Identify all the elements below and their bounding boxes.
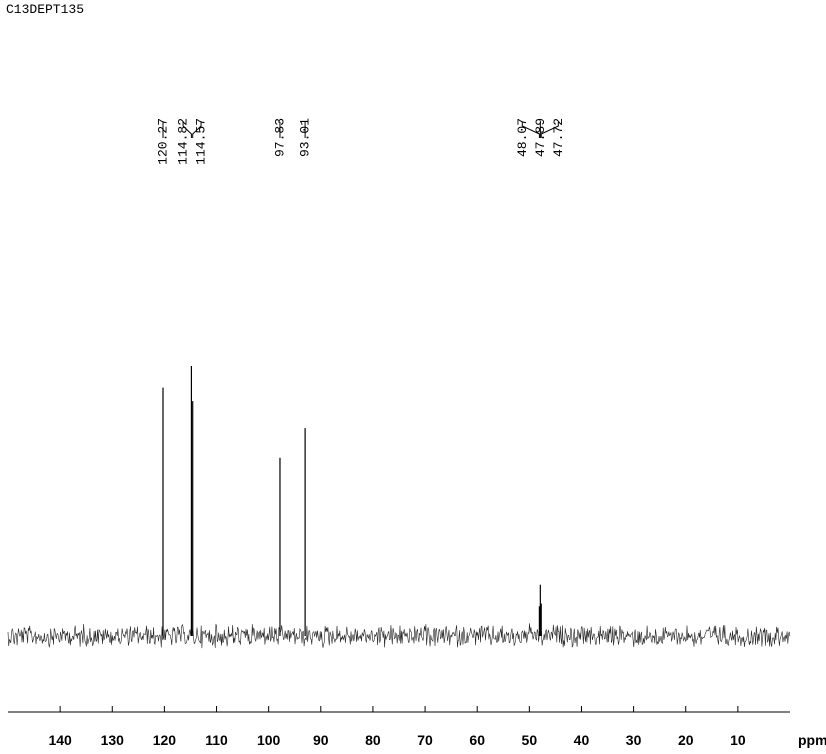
baseline-noise [7, 623, 791, 649]
x-tick-label: 100 [257, 732, 281, 748]
x-tick-label: 30 [626, 732, 642, 748]
chart-title: C13DEPT135 [6, 2, 84, 17]
x-tick-label: 20 [678, 732, 694, 748]
x-tick-label: 110 [205, 732, 228, 748]
x-tick-label: 10 [730, 732, 746, 748]
x-tick-label: 130 [101, 732, 125, 748]
x-tick-label: 70 [417, 732, 433, 748]
x-tick-label: 60 [469, 732, 485, 748]
x-tick-label: 80 [365, 732, 381, 748]
peak-connector [521, 122, 540, 138]
x-axis-unit: ppm [798, 732, 826, 748]
peak-connector [192, 122, 202, 138]
peak-connector [540, 122, 559, 138]
x-tick-label: 140 [48, 732, 72, 748]
x-tick-label: 40 [574, 732, 590, 748]
peak-label: 120.27 [155, 118, 170, 165]
x-tick-label: 120 [153, 732, 177, 748]
x-tick-label: 50 [522, 732, 538, 748]
x-tick-label: 90 [313, 732, 329, 748]
peak-connector [182, 122, 192, 138]
